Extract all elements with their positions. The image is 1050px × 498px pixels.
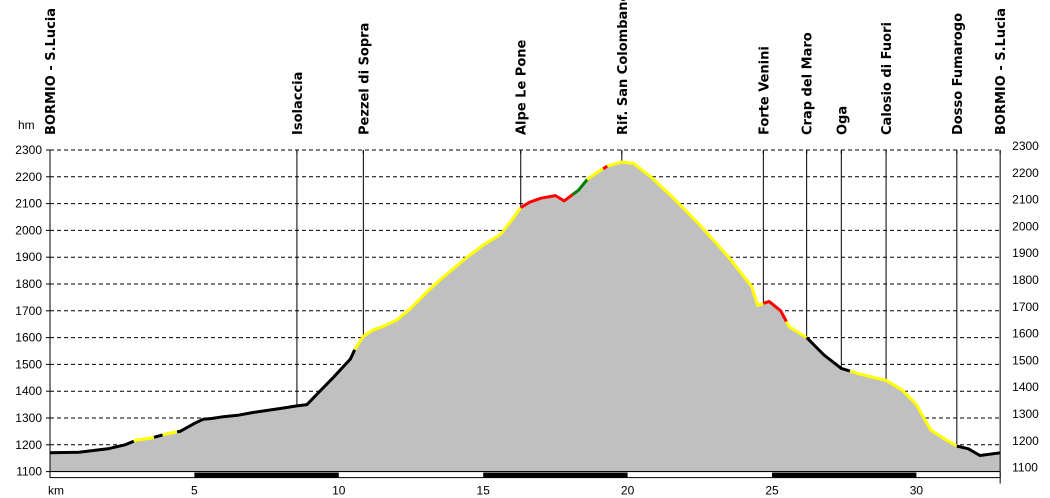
waypoint-label: Dosso Fumarogo xyxy=(951,13,966,135)
waypoint-label: Calosio di Fuori xyxy=(880,22,895,135)
x-tick-label: 15 xyxy=(477,484,491,498)
profile-segment-red xyxy=(602,164,609,171)
y-tick-label-left: 2000 xyxy=(15,223,42,237)
y-tick-label-right: 2200 xyxy=(1012,166,1039,180)
profile-line xyxy=(49,160,1001,457)
profile-segment-yellow xyxy=(133,435,155,443)
y-tick-label-right: 1900 xyxy=(1012,246,1039,260)
waypoint-label: Pezzel di Sopra xyxy=(357,23,372,135)
waypoint-label: BORMIO - S.Lucia xyxy=(44,8,59,135)
y-tick-label-right: 1800 xyxy=(1012,273,1039,287)
y-tick-label-right: 1600 xyxy=(1012,327,1039,341)
profile-segment-black xyxy=(153,433,164,439)
y-tick-label-left: 1200 xyxy=(15,438,42,452)
y-tick-label-right: 1100 xyxy=(1012,461,1038,475)
y-tick-label-right: 1700 xyxy=(1012,300,1039,314)
y-tick-label-left: 1100 xyxy=(16,465,42,479)
x-tick-label: 10 xyxy=(332,484,346,498)
x-tick-label: 20 xyxy=(621,484,635,498)
y-tick-label-left: 2200 xyxy=(15,170,42,184)
profile-segment-black xyxy=(176,349,357,434)
axes: 2300 2300 2200 2200 2100 2100 2000 2000 1900 1900… xyxy=(15,118,1039,498)
waypoint-lines xyxy=(296,150,958,447)
y-tick-label-right: 2000 xyxy=(1012,219,1039,233)
y-tick-label-left: 1300 xyxy=(15,411,42,425)
waypoint-label: Isolaccia xyxy=(291,72,306,135)
y-axis-unit-label: hm xyxy=(18,118,35,132)
km-scale-block xyxy=(194,472,339,478)
elevation-area xyxy=(50,162,1001,472)
y-tick-label-left: 2300 xyxy=(15,143,42,157)
waypoint-label: Oga xyxy=(835,106,850,135)
profile-segment-black xyxy=(49,439,135,455)
x-tick-label: 25 xyxy=(765,484,779,498)
y-tick-label-left: 1500 xyxy=(15,357,42,371)
profile-segment-red xyxy=(762,299,788,323)
km-scale-block xyxy=(483,472,628,478)
x-tick-label: 30 xyxy=(910,484,924,498)
y-tick-label-left: 1600 xyxy=(15,331,42,345)
profile-segment-yellow xyxy=(785,320,808,339)
profile-segment-red xyxy=(519,193,574,209)
y-tick-label-right: 1500 xyxy=(1012,353,1039,367)
profile-segment-yellow xyxy=(162,430,178,437)
profile-area xyxy=(50,162,1001,472)
y-tick-label-right: 2100 xyxy=(1012,193,1039,207)
profile-segment-yellow xyxy=(606,160,764,307)
x-tick-label: 5 xyxy=(191,484,198,498)
profile-segment-black xyxy=(956,444,1001,457)
waypoint-label: Rif. San Colombano xyxy=(616,0,631,135)
y-tick-label-left: 1700 xyxy=(15,304,42,318)
waypoint-label: Alpe Le Pone xyxy=(515,39,530,135)
waypoint-label: Forte Venini xyxy=(757,46,772,135)
profile-segment-yellow xyxy=(849,369,958,448)
km-scale-block xyxy=(772,472,917,478)
profile-segment-yellow xyxy=(586,167,604,181)
y-tick-label-right: 1400 xyxy=(1012,380,1039,394)
profile-segment-black xyxy=(805,336,851,373)
y-tick-label-right: 2300 xyxy=(1012,139,1039,153)
waypoint-label: Crap del Maro xyxy=(801,32,816,135)
profile-segment-green xyxy=(571,178,589,196)
profile-segment-yellow xyxy=(353,206,522,351)
y-tick-label-left: 2100 xyxy=(15,197,42,211)
waypoint-labels: BORMIO - S.Lucia Isolaccia Pezzel di Sopra… xyxy=(44,0,1009,154)
y-tick-label-left: 1800 xyxy=(15,277,42,291)
y-tick-label-left: 1400 xyxy=(15,384,42,398)
y-tick-label-right: 1300 xyxy=(1012,407,1039,421)
waypoint-label: BORMIO - S.Lucia xyxy=(994,8,1009,135)
x-axis-unit-label: km xyxy=(48,484,64,498)
y-tick-label-right: 1200 xyxy=(1012,434,1039,448)
y-tick-label-left: 1900 xyxy=(15,250,42,264)
